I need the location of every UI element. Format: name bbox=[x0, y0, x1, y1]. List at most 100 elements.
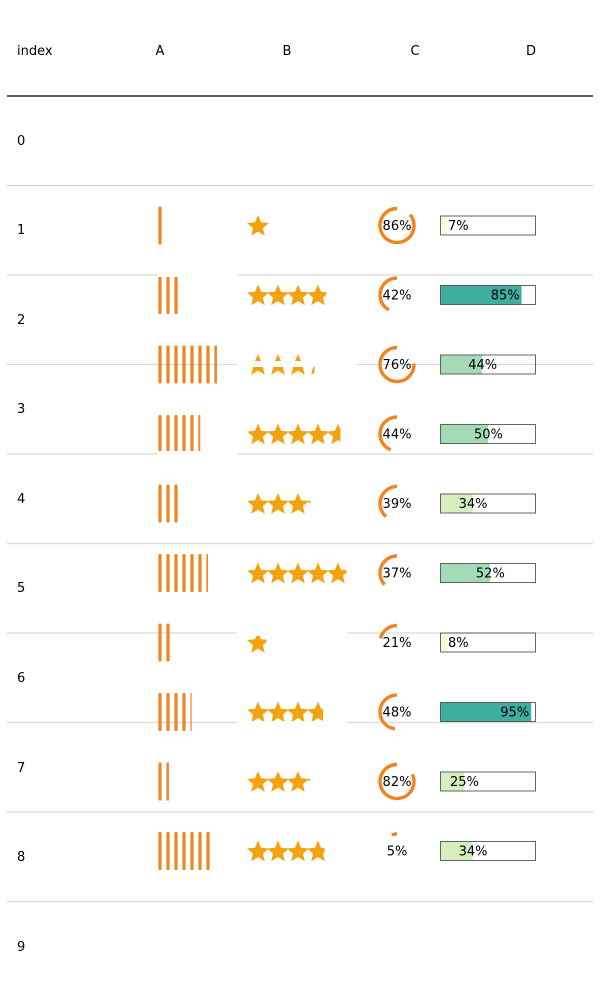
star-icon bbox=[287, 493, 309, 514]
star-rating bbox=[247, 840, 325, 862]
tally-bar bbox=[166, 832, 170, 870]
star-icon bbox=[327, 423, 341, 445]
progress-label: 34% bbox=[459, 845, 488, 860]
star-icon bbox=[247, 771, 269, 792]
tally-bar bbox=[166, 693, 170, 731]
progress-fill bbox=[440, 354, 483, 375]
star-icon bbox=[267, 771, 289, 792]
tally-bar bbox=[174, 484, 178, 523]
progress-fill bbox=[440, 632, 448, 653]
star-icon bbox=[247, 423, 269, 445]
column-header-B: B bbox=[283, 44, 292, 59]
star-rating bbox=[247, 771, 311, 792]
tally-bar bbox=[182, 554, 186, 592]
ring-gauge-arc bbox=[378, 554, 398, 586]
tally-bar bbox=[182, 832, 186, 870]
star-icon bbox=[287, 423, 309, 445]
star-icon bbox=[247, 562, 269, 584]
ring-gauge-arc bbox=[378, 484, 398, 518]
star-icon bbox=[267, 493, 289, 514]
star-icon bbox=[267, 222, 269, 225]
progress-label: 44% bbox=[468, 358, 497, 373]
star-icon bbox=[287, 284, 309, 306]
column-header-A: A bbox=[156, 44, 165, 59]
ring-gauge-label: 21% bbox=[383, 636, 412, 651]
index-label: 4 bbox=[17, 492, 25, 507]
ring-gauge-label: 86% bbox=[383, 219, 412, 234]
tally-bar bbox=[158, 623, 162, 662]
index-label: 6 bbox=[17, 671, 25, 686]
tally-bar-partial bbox=[214, 345, 217, 384]
row-dividers bbox=[7, 184, 593, 903]
index-label: 9 bbox=[17, 940, 25, 955]
progress-label: 52% bbox=[476, 567, 505, 582]
index-label: 1 bbox=[17, 223, 25, 238]
tally-bar bbox=[166, 484, 170, 523]
progress-label: 85% bbox=[491, 289, 520, 304]
tally-bar-partial bbox=[166, 762, 169, 801]
column-header-C: C bbox=[410, 44, 419, 59]
star-icon bbox=[247, 701, 269, 723]
progress-frame bbox=[440, 702, 536, 722]
tally-bar bbox=[158, 345, 162, 384]
tally-bar bbox=[158, 206, 162, 245]
ring-gauge-label: 44% bbox=[383, 428, 412, 443]
tally-bar bbox=[206, 345, 210, 384]
star-rating bbox=[247, 423, 341, 445]
progress-frame bbox=[440, 632, 536, 653]
occlusion-patch bbox=[237, 361, 357, 367]
progress-label: 8% bbox=[448, 636, 469, 651]
star-icon bbox=[267, 284, 289, 306]
progress-fill bbox=[440, 285, 522, 305]
ring-gauge-label: 37% bbox=[383, 567, 412, 582]
cell-marks bbox=[158, 206, 536, 870]
progress-fill bbox=[440, 215, 447, 236]
header-row: index A B C D bbox=[7, 44, 593, 97]
progress-frame bbox=[440, 841, 536, 861]
index-label: 0 bbox=[17, 134, 25, 149]
tally-bar bbox=[158, 554, 162, 592]
star-icon bbox=[327, 562, 347, 584]
index-label: 7 bbox=[17, 761, 25, 776]
star-icon bbox=[247, 215, 269, 236]
star-rating bbox=[247, 284, 327, 306]
tally-bar bbox=[198, 345, 202, 384]
tally-bar bbox=[174, 554, 178, 592]
index-label: 2 bbox=[17, 313, 25, 328]
progress-label: 7% bbox=[448, 219, 469, 234]
tally-bar bbox=[166, 623, 170, 662]
star-icon bbox=[247, 632, 267, 653]
tally-bar bbox=[158, 762, 162, 801]
star-icon bbox=[247, 284, 269, 306]
star-icon bbox=[307, 840, 325, 862]
tally-bar bbox=[198, 554, 202, 592]
progress-frame bbox=[440, 285, 536, 305]
ring-gauge-label: 82% bbox=[383, 775, 412, 790]
ring-gauge-arc bbox=[378, 415, 398, 452]
tally-bar bbox=[174, 276, 178, 314]
ring-gauge-label: 42% bbox=[383, 289, 412, 304]
occlusion-patch bbox=[237, 629, 347, 636]
tally-bar bbox=[206, 832, 210, 870]
star-icon bbox=[287, 562, 309, 584]
progress-label: 25% bbox=[450, 775, 479, 790]
star-icon bbox=[307, 562, 329, 584]
occlusion-patch bbox=[323, 707, 343, 721]
star-icon bbox=[307, 423, 329, 445]
tally-bar bbox=[174, 693, 178, 731]
ring-gauge-label: 39% bbox=[383, 497, 412, 512]
progress-fill bbox=[440, 424, 488, 444]
tally-bar bbox=[174, 415, 178, 453]
tally-bar-partial bbox=[198, 415, 201, 453]
tally-bar bbox=[158, 415, 162, 453]
tally-bar bbox=[158, 484, 162, 523]
progress-frame bbox=[440, 771, 536, 792]
progress-fill bbox=[440, 493, 473, 514]
occlusion-patch bbox=[237, 721, 347, 727]
tally-bar bbox=[182, 693, 186, 731]
star-icon bbox=[307, 778, 311, 782]
occlusion-patch bbox=[157, 271, 237, 277]
tally-bar bbox=[190, 554, 194, 592]
progress-fill bbox=[440, 563, 490, 583]
tally-bar bbox=[166, 415, 170, 453]
